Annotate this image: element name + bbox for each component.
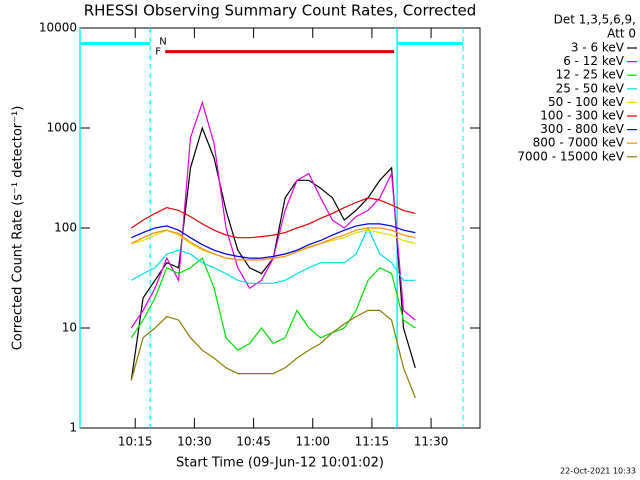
footer-date: 22-Oct-2021 10:33 [560,467,636,476]
x-tick-label: 11:15 [355,435,390,449]
y-tick-label: 10000 [39,21,77,35]
plot-frame [79,27,481,429]
legend-header: Att 0 [607,27,636,41]
legend-label: 12 - 25 keV [556,68,625,82]
legend-label: 100 - 300 keV [540,109,624,123]
series-line [130,257,416,351]
y-axis-label: Corrected Count Rate (s⁻¹ detector⁻¹) [11,106,26,351]
legend-label: 7000 - 15000 keV [517,149,624,163]
y-tick-label: 1 [69,421,77,435]
x-tick-label: 10:45 [236,435,271,449]
series-line [130,309,416,399]
x-tick-label: 10:15 [118,435,153,449]
legend-label: 50 - 100 keV [548,95,625,109]
series-line [131,227,416,261]
series-line [130,126,416,381]
legend-label: 25 - 50 keV [556,81,625,95]
y-tick-label: 1000 [46,121,77,135]
legend-label: 3 - 6 keV [571,41,625,55]
x-tick-label: 11:30 [414,435,449,449]
chart-title: RHESSI Observing Summary Count Rates, Co… [84,2,477,20]
legend-label: 800 - 7000 keV [533,136,625,150]
y-tick-label: 100 [54,221,77,235]
legend-header: Det 1,3,5,6,9, [554,13,636,27]
x-tick-label: 11:00 [295,435,330,449]
series-line [131,223,416,259]
legend-label: 6 - 12 keV [563,54,625,68]
legend-label: 300 - 800 keV [540,122,624,136]
night-label: N [159,36,166,47]
y-tick-label: 10 [62,321,77,335]
series-line [130,100,416,329]
flare-label: F [155,47,161,58]
x-axis-label: Start Time (09-Jun-12 10:01:02) [176,456,384,471]
series-line [130,197,416,239]
x-tick-label: 10:30 [177,435,212,449]
